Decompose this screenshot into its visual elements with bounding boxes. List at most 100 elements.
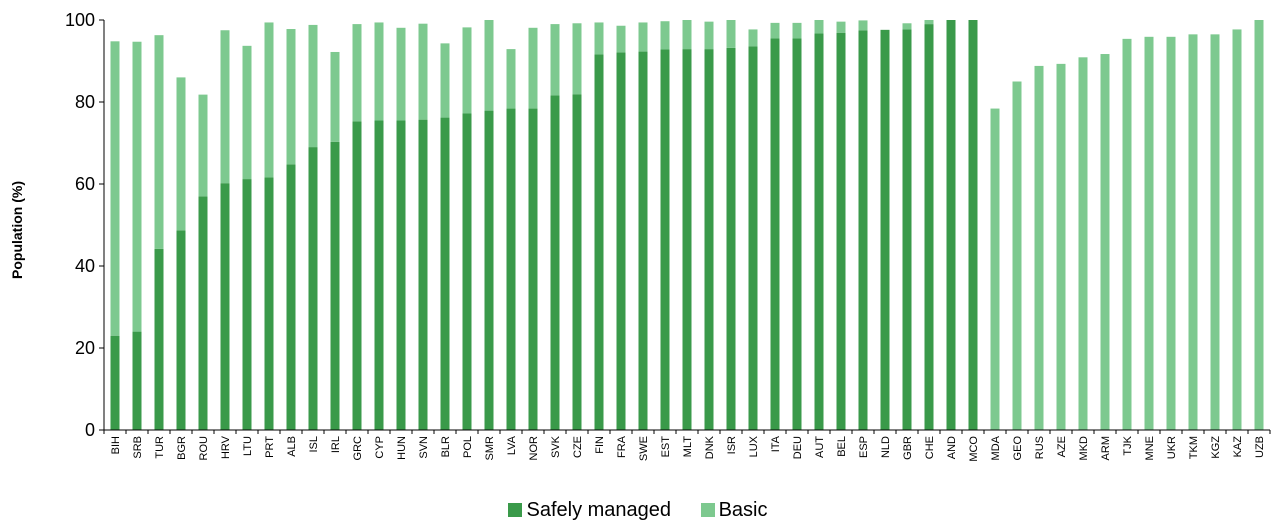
x-tick-label-irl: IRL: [330, 436, 342, 453]
bar-safely-managed-blr: [440, 117, 450, 430]
bar-basic-uzb: [1254, 20, 1264, 430]
bar-safely-managed-tur: [154, 248, 164, 430]
bar-basic-fin: [594, 22, 604, 55]
bar-basic-pol: [462, 27, 472, 114]
x-tick-label-rus: RUS: [1034, 436, 1046, 459]
bar-safely-managed-fra: [616, 52, 626, 430]
x-tick-label-deu: DEU: [792, 436, 804, 459]
y-tick-label: 100: [65, 10, 95, 30]
bar-basic-tjk: [1122, 38, 1132, 431]
x-tick-label-cyp: CYP: [374, 436, 386, 459]
x-tick-label-svk: SVK: [550, 435, 562, 458]
x-tick-label-uzb: UZB: [1254, 436, 1266, 458]
x-tick-label-aut: AUT: [814, 436, 826, 458]
x-tick-label-hun: HUN: [396, 436, 408, 460]
bar-safely-managed-isl: [308, 147, 318, 430]
x-tick-label-pol: POL: [462, 436, 474, 458]
x-tick-label-kaz: KAZ: [1232, 436, 1244, 458]
bar-safely-managed-ltu: [242, 179, 252, 430]
bar-safely-managed-cyp: [374, 120, 384, 430]
bar-basic-bih: [110, 41, 120, 336]
x-tick-label-fra: FRA: [616, 435, 628, 458]
x-tick-label-nor: NOR: [528, 436, 540, 461]
x-tick-label-esp: ESP: [858, 436, 870, 458]
x-tick-label-isr: ISR: [726, 436, 738, 454]
x-tick-label-geo: GEO: [1012, 436, 1024, 461]
y-axis-title: Population (%): [9, 181, 25, 279]
bar-basic-blr: [440, 43, 450, 118]
x-tick-label-srb: SRB: [132, 436, 144, 459]
bar-basic-lux: [748, 29, 758, 47]
bar-safely-managed-esp: [858, 30, 868, 430]
bar-safely-managed-and: [946, 20, 956, 430]
x-tick-label-cze: CZE: [572, 436, 584, 458]
bar-safely-managed-gbr: [902, 29, 912, 431]
bar-basic-irl: [330, 51, 340, 142]
bar-safely-managed-lva: [506, 108, 516, 430]
bar-basic-cyp: [374, 22, 384, 121]
bar-basic-aze: [1056, 63, 1066, 431]
bar-basic-kaz: [1232, 29, 1242, 431]
y-tick-label: 60: [75, 174, 95, 194]
bar-safely-managed-hun: [396, 120, 406, 430]
bar-safely-managed-svk: [550, 95, 560, 430]
y-tick-label: 80: [75, 92, 95, 112]
x-tick-label-ita: ITA: [770, 435, 782, 452]
bar-basic-lva: [506, 49, 516, 109]
x-tick-label-fin: FIN: [594, 436, 606, 454]
x-tick-label-aze: AZE: [1056, 436, 1068, 457]
bar-basic-tkm: [1188, 34, 1198, 430]
bar-basic-rou: [198, 94, 208, 197]
bar-basic-bgr: [176, 77, 186, 231]
x-tick-label-gbr: GBR: [902, 436, 914, 460]
x-tick-label-svn: SVN: [418, 436, 430, 459]
bar-basic-geo: [1012, 81, 1022, 430]
stacked-bar-chart: 0 20 40 60 80 100 BIH SRB TUR BGR ROU HRV LTU PRT ALB…: [9, 10, 1271, 462]
bar-safely-managed-bih: [110, 335, 120, 430]
bar-basic-mne: [1144, 36, 1154, 431]
x-tick-label-bel: BEL: [836, 436, 848, 457]
bar-basic-prt: [264, 22, 274, 178]
bar-safely-managed-deu: [792, 38, 802, 430]
x-tick-label-che: CHE: [924, 436, 936, 459]
bar-safely-managed-est: [660, 49, 670, 431]
bar-safely-managed-mco: [968, 20, 978, 430]
bar-basic-hrv: [220, 30, 230, 184]
x-tick-label-hrv: HRV: [220, 435, 232, 459]
x-tick-label-swe: SWE: [638, 436, 650, 461]
legend: Safely managed Basic: [0, 497, 1276, 524]
legend-swatch-basic: [700, 503, 715, 517]
bar-basic-alb: [286, 29, 296, 165]
x-tick-label-prt: PRT: [264, 436, 276, 458]
bar-safely-managed-nor: [528, 108, 538, 430]
bar-basic-ltu: [242, 45, 252, 180]
x-axis: BIH SRB TUR BGR ROU HRV LTU PRT ALB ISL IRL GRC CYP H…: [103, 429, 1271, 462]
bar-basic-mlt: [682, 20, 692, 50]
x-tick-label-nld: NLD: [880, 436, 892, 458]
bar-basic-isr: [726, 20, 736, 48]
y-tick-label: 0: [85, 420, 95, 440]
bar-basic-est: [660, 21, 670, 50]
bar-basic-fra: [616, 25, 626, 53]
bar-safely-managed-pol: [462, 113, 472, 430]
bar-basic-mda: [990, 108, 1000, 430]
x-tick-label-bgr: BGR: [176, 436, 188, 460]
x-tick-label-tjk: TJK: [1122, 435, 1134, 455]
x-tick-label-kgz: KGZ: [1210, 436, 1222, 459]
x-tick-label-lva: LVA: [506, 435, 518, 455]
bar-basic-deu: [792, 22, 802, 39]
bar-basic-esp: [858, 20, 868, 31]
bar-basic-nor: [528, 27, 538, 109]
bar-safely-managed-ita: [770, 38, 780, 430]
bar-safely-managed-rou: [198, 196, 208, 430]
bar-basic-tur: [154, 35, 164, 249]
bar-basic-aut: [814, 20, 824, 34]
bar-basic-ukr: [1166, 36, 1176, 431]
bar-basic-kgz: [1210, 34, 1220, 430]
x-tick-label-mkd: MKD: [1078, 436, 1090, 461]
bar-safely-managed-swe: [638, 51, 648, 430]
bar-safely-managed-srb: [132, 331, 142, 430]
x-tick-label-tkm: TKM: [1188, 436, 1200, 459]
x-tick-label-grc: GRC: [352, 436, 364, 461]
x-tick-label-dnk: DNK: [704, 435, 716, 459]
